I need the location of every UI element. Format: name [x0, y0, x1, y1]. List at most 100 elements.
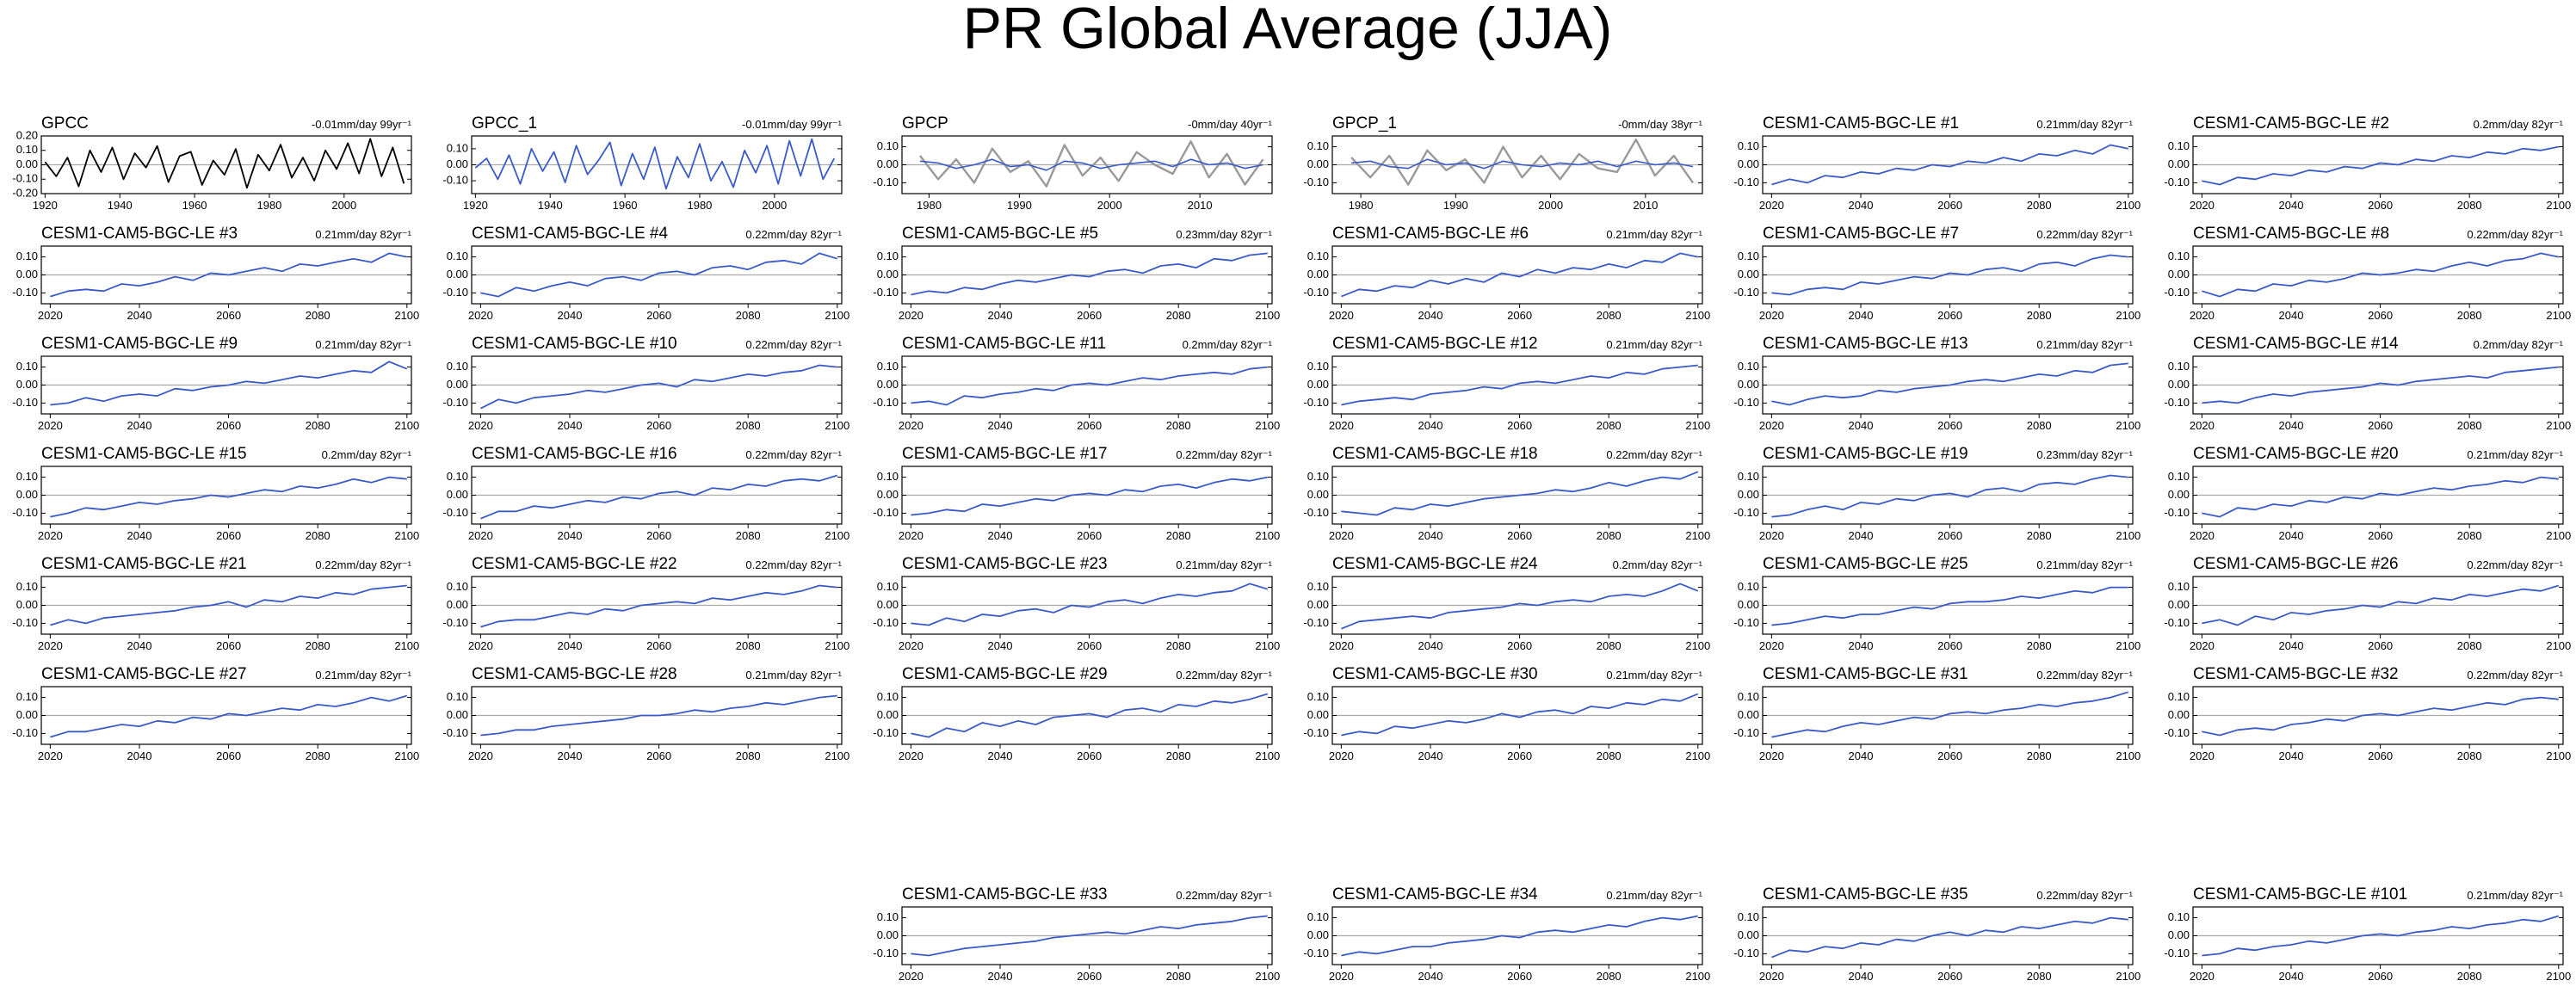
y-tick-label: -0.10 [873, 286, 899, 299]
y-tick-label: -0.10 [1303, 947, 1329, 959]
x-tick-label: 2080 [2457, 419, 2482, 432]
x-tick-label: 2060 [1507, 309, 1532, 322]
panel-trend: -0.01mm/day 99yr⁻¹ [312, 118, 412, 131]
x-tick-label: 1980 [687, 199, 712, 212]
series-line [911, 915, 1268, 957]
series-line [2202, 145, 2559, 186]
series-line [1341, 252, 1698, 298]
y-tick-label: 0.00 [16, 268, 38, 281]
x-tick-label: 2080 [2027, 749, 2052, 762]
panel-trend: 0.21mm/day 82yr⁻¹ [1606, 889, 1702, 902]
y-tick-label: -0.10 [442, 616, 468, 629]
y-tick-label: 0.10 [1738, 360, 1759, 373]
x-tick-label: 2080 [1597, 749, 1622, 762]
panel-title: CESM1-CAM5-BGC-LE #19 [1763, 445, 1968, 463]
series-line [480, 584, 837, 628]
y-tick-label: 0.10 [2168, 910, 2190, 923]
x-tick-label: 2040 [988, 749, 1013, 762]
series-line [1771, 144, 2128, 186]
y-tick-label: 0.10 [877, 470, 899, 483]
y-tick-label: 0.10 [2168, 470, 2190, 483]
x-tick-label: 2100 [1685, 639, 1710, 652]
panel-title: CESM1-CAM5-BGC-LE #33 [902, 885, 1108, 903]
x-tick-label: 2080 [1166, 529, 1191, 542]
x-tick-label: 2100 [825, 529, 849, 542]
series-line [1771, 254, 2128, 296]
x-tick-label: 2020 [1329, 749, 1354, 762]
x-tick-label: 2080 [2457, 749, 2482, 762]
x-tick-label: 2060 [646, 639, 671, 652]
y-tick-label: -0.10 [1303, 286, 1329, 299]
x-tick-label: 2040 [1418, 309, 1443, 322]
x-tick-label: 2020 [38, 309, 63, 322]
panel-trend: -0mm/day 38yr⁻¹ [1618, 118, 1703, 131]
y-tick-label: -0.10 [12, 286, 38, 299]
panel-trend: 0.2mm/day 82yr⁻¹ [322, 448, 412, 461]
x-tick-label: 2060 [216, 419, 241, 432]
series-line [480, 252, 838, 298]
panel-title: CESM1-CAM5-BGC-LE #14 [2193, 335, 2399, 353]
x-tick-label: 2060 [1507, 639, 1532, 652]
series-line [911, 693, 1269, 738]
y-tick-label: 0.00 [877, 268, 899, 281]
panel-title: CESM1-CAM5-BGC-LE #30 [1332, 665, 1538, 683]
y-tick-label: 0.10 [1738, 250, 1759, 262]
x-tick-label: 2060 [216, 749, 241, 762]
x-tick-label: 2060 [1937, 970, 1962, 983]
y-tick-label: 0.10 [16, 690, 38, 703]
y-tick-label: 0.00 [2168, 268, 2190, 281]
y-tick-label: 0.10 [877, 690, 899, 703]
y-tick-label: -0.10 [442, 174, 468, 187]
x-tick-label: 2060 [216, 529, 241, 542]
x-tick-label: 2040 [2279, 199, 2304, 212]
panel-title: CESM1-CAM5-BGC-LE #6 [1332, 225, 1529, 243]
x-tick-label: 2080 [2457, 529, 2482, 542]
panel-title: GPCP [902, 114, 948, 133]
x-tick-label: 2080 [1166, 419, 1191, 432]
x-tick-label: 2040 [1418, 419, 1443, 432]
x-tick-label: 2080 [2027, 970, 2052, 983]
y-tick-label: 0.00 [447, 598, 468, 611]
x-tick-label: 2080 [306, 309, 330, 322]
x-tick-label: 2100 [2546, 639, 2571, 652]
x-tick-label: 2060 [1077, 639, 1102, 652]
x-tick-label: 2060 [1077, 419, 1102, 432]
series-line [1341, 583, 1699, 630]
panel-title: CESM1-CAM5-BGC-LE #34 [1332, 885, 1538, 903]
x-tick-label: 2100 [394, 309, 419, 322]
x-tick-label: 1920 [463, 199, 488, 212]
y-tick-label: -0.10 [442, 726, 468, 739]
x-tick-label: 2080 [1166, 639, 1191, 652]
x-tick-label: 2000 [762, 199, 787, 212]
x-tick-label: 2060 [216, 639, 241, 652]
x-tick-label: 2080 [736, 749, 761, 762]
panel-trend: 0.21mm/day 82yr⁻¹ [2036, 338, 2133, 351]
panel-trend: 0.22mm/day 82yr⁻¹ [745, 228, 842, 241]
series-line [50, 361, 408, 406]
panel-trend: 0.22mm/day 82yr⁻¹ [1176, 448, 1272, 461]
x-tick-label: 2060 [1077, 749, 1102, 762]
series-line [1771, 691, 2129, 738]
x-tick-label: 2040 [127, 309, 152, 322]
y-tick-label: 0.00 [1307, 708, 1329, 721]
y-tick-label: 0.00 [1738, 598, 1759, 611]
panel-trend: 0.22mm/day 82yr⁻¹ [1176, 889, 1272, 902]
panel-trend: 0.21mm/day 82yr⁻¹ [2467, 448, 2563, 461]
x-tick-label: 2020 [2190, 970, 2215, 983]
x-tick-label: 2080 [736, 529, 761, 542]
panel-trend: 0.22mm/day 82yr⁻¹ [2036, 228, 2133, 241]
y-tick-label: -0.10 [2164, 616, 2190, 629]
panel-trend: 0.23mm/day 82yr⁻¹ [2036, 448, 2133, 461]
x-tick-label: 2020 [899, 419, 924, 432]
x-tick-label: 2100 [2116, 309, 2140, 322]
x-tick-label: 2040 [1849, 309, 1874, 322]
x-tick-label: 2040 [988, 970, 1013, 983]
y-tick-label: -0.10 [12, 172, 38, 185]
x-tick-label: 2100 [2116, 199, 2140, 212]
series-line [474, 138, 836, 190]
panel-title: CESM1-CAM5-BGC-LE #32 [2193, 665, 2399, 683]
x-tick-label: 2060 [1077, 529, 1102, 542]
series-line [480, 694, 837, 737]
panel-trend: 0.21mm/day 82yr⁻¹ [1606, 228, 1702, 241]
panel-trend: 0.22mm/day 82yr⁻¹ [2036, 889, 2133, 902]
